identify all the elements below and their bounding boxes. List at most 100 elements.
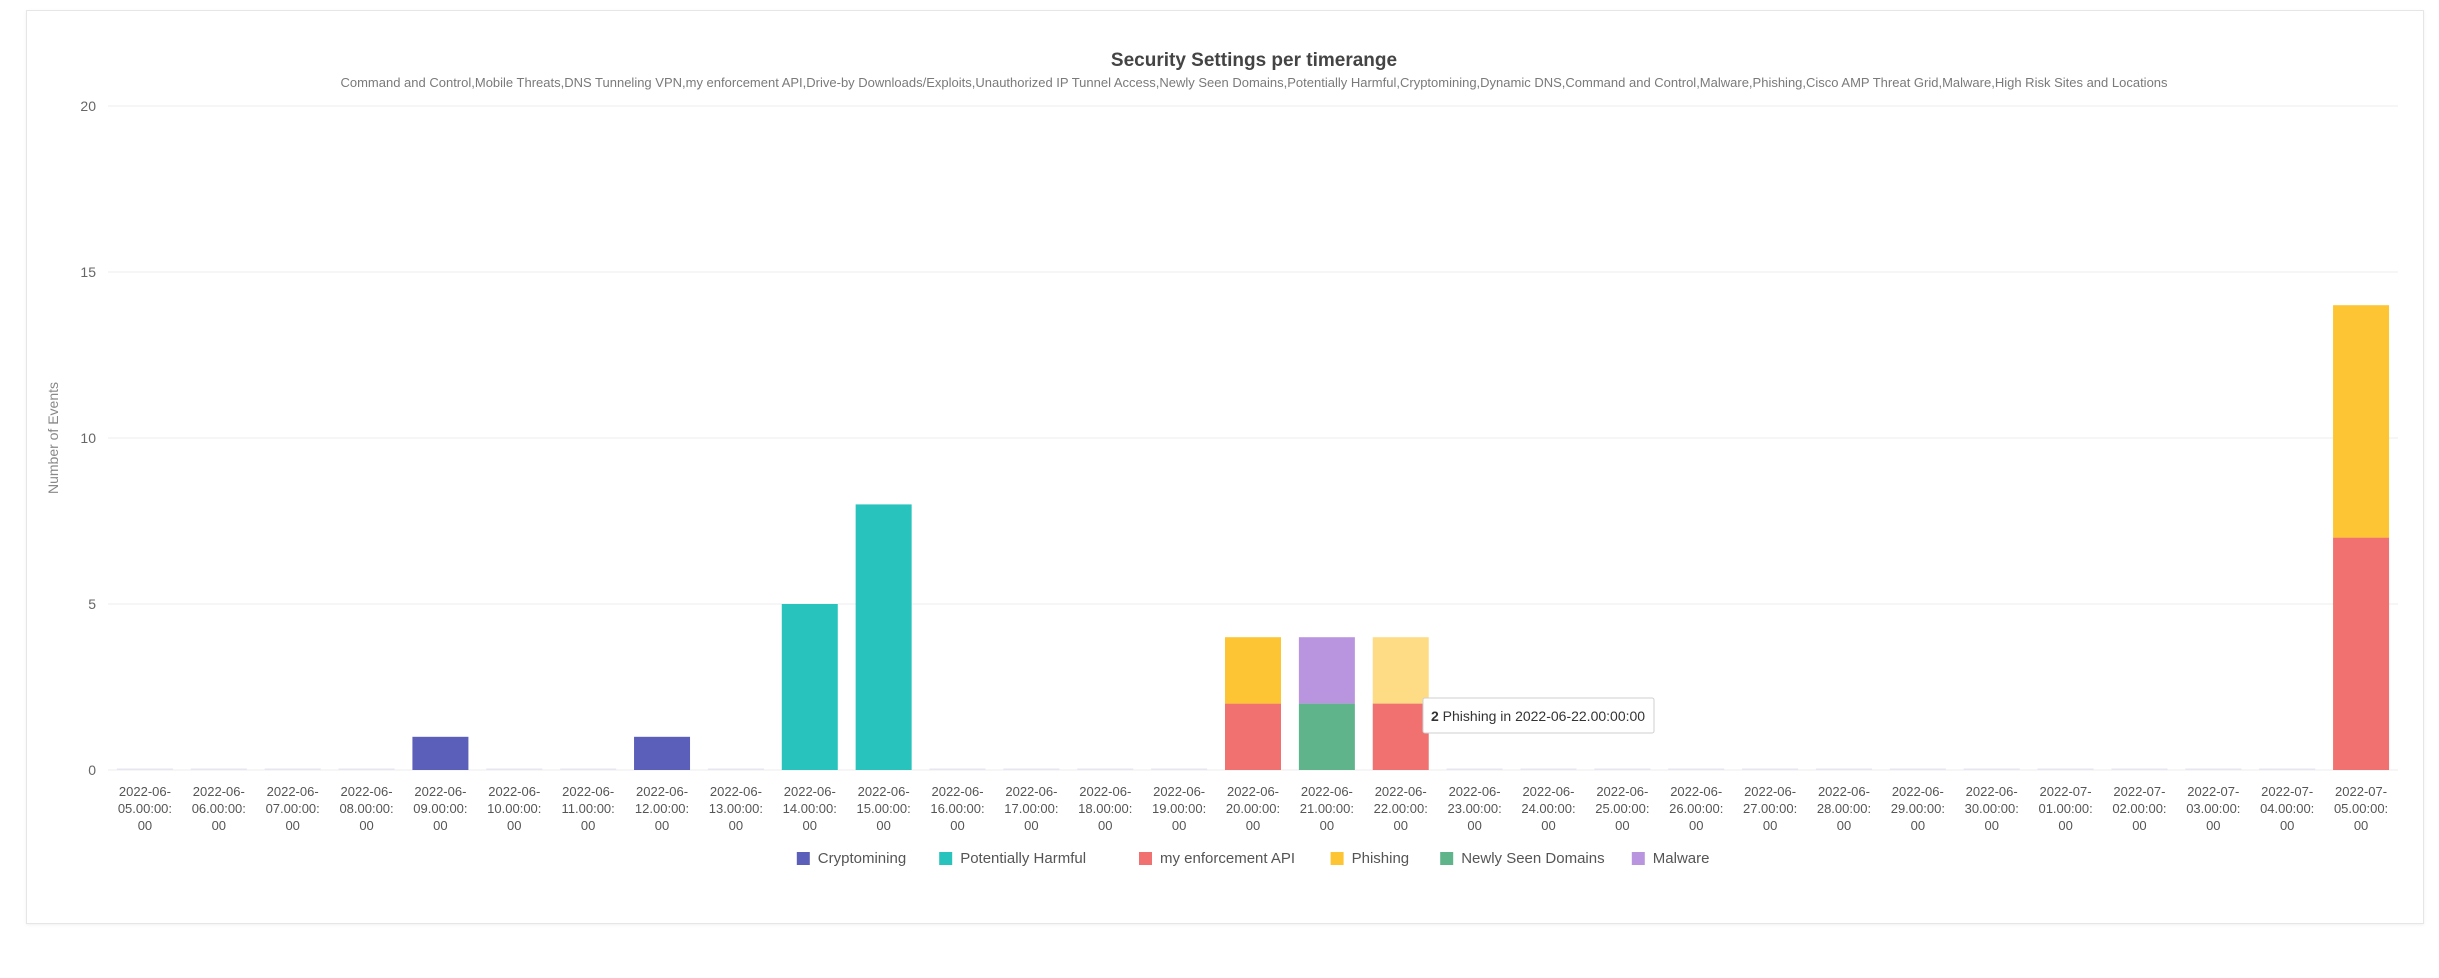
x-tick-label: 2022-06-18.00:00: 00 [1078, 784, 1132, 833]
x-tick-label: 2022-06-09.00:00: 00 [413, 784, 467, 833]
bar-segment[interactable] [855, 504, 912, 770]
bar-segment-empty [560, 768, 617, 770]
x-tick-label: 2022-06-07.00:00: 00 [266, 784, 320, 833]
legend-item[interactable]: Newly Seen Domains [1440, 850, 1605, 867]
legend-item[interactable]: my enforcement API [1139, 850, 1295, 867]
bar-segment-empty [1446, 768, 1503, 770]
x-tick-label: 2022-06-13.00:00: 00 [709, 784, 763, 833]
tooltip-value: 2 [1431, 708, 1439, 724]
legend-item[interactable]: Cryptomining [796, 850, 906, 867]
legend-swatch [1631, 852, 1645, 865]
tooltip-text: 2 Phishing in 2022-06-22.00:00:00 [1431, 708, 1645, 724]
bar-segment-empty [929, 768, 986, 770]
x-tick-label: 2022-06-06.00:00: 00 [192, 784, 246, 833]
bar-segment-empty [116, 768, 173, 770]
bar-segment[interactable] [1225, 637, 1281, 704]
legend-item[interactable]: Malware [1631, 850, 1710, 867]
x-tick-label: 2022-06-25.00:00: 00 [1595, 784, 1649, 833]
bar-segment[interactable] [1372, 637, 1429, 704]
legend-swatch [796, 852, 810, 865]
bar-segment-empty [486, 768, 543, 770]
y-axis-ticks: 0 5 10 15 20 [80, 98, 96, 778]
x-tick-label: 2022-06-30.00:00: 00 [1965, 784, 2019, 833]
legend: Cryptomining Potentially Harmful my enforc… [796, 850, 1710, 867]
bar-segment-empty [2037, 768, 2094, 770]
bar-segment-empty [2185, 768, 2242, 770]
x-tick-label: 2022-06-14.00:00: 00 [783, 784, 837, 833]
x-axis-ticks: 2022-06-05.00:00: 00 2022-06-06.00:00: 00 20… [118, 784, 2388, 833]
legend-swatch [1139, 852, 1152, 865]
x-tick-label: 2022-06-24.00:00: 00 [1521, 784, 1575, 833]
legend-label: Cryptomining [818, 850, 906, 867]
tooltip: 2 Phishing in 2022-06-22.00:00:00 [1422, 697, 1655, 734]
x-tick-label: 2022-06-20.00:00: 00 [1226, 784, 1280, 833]
bar-segment-empty [1889, 768, 1946, 770]
tooltip-box [1422, 697, 1655, 734]
bar-segment-empty [1742, 768, 1799, 770]
y-tick-label: 0 [88, 762, 96, 778]
bar-segment[interactable] [2333, 305, 2390, 538]
y-tick-label: 15 [80, 264, 96, 280]
bar-segment-empty [2259, 768, 2316, 770]
bar-segment-empty [264, 768, 321, 770]
tooltip-label: Phishing in 2022-06-22.00:00:00 [1439, 708, 1645, 724]
bar-segment[interactable] [1298, 637, 1355, 704]
bar-segment-empty [190, 768, 247, 770]
legend-swatch [939, 852, 953, 865]
y-tick-label: 10 [80, 430, 96, 446]
legend-label: Potentially Harmful [960, 850, 1086, 867]
legend-swatch [1330, 852, 1344, 865]
x-tick-label: 2022-06-08.00:00: 00 [339, 784, 393, 833]
bar-segment[interactable] [634, 736, 691, 770]
x-tick-label: 2022-07-05.00:00: 00 [2334, 784, 2388, 833]
bar-segment[interactable] [1225, 703, 1281, 770]
bar-segment-empty [707, 768, 764, 770]
x-tick-label: 2022-06-12.00:00: 00 [635, 784, 689, 833]
legend-item[interactable]: Phishing [1330, 850, 1410, 867]
bar-segment-empty [1520, 768, 1577, 770]
x-tick-label: 2022-06-26.00:00: 00 [1669, 784, 1723, 833]
x-tick-label: 2022-06-11.00:00: 00 [562, 784, 615, 833]
y-tick-label: 5 [88, 596, 96, 612]
bar-segment[interactable] [1372, 703, 1429, 770]
bar-segment-empty [1003, 768, 1060, 770]
legend-item[interactable]: Potentially Harmful [939, 850, 1086, 867]
x-tick-label: 2022-06-10.00:00: 00 [487, 784, 541, 833]
x-tick-label: 2022-06-29.00:00: 00 [1891, 784, 1945, 833]
x-tick-label: 2022-07-02.00:00: 00 [2112, 784, 2166, 833]
x-tick-label: 2022-06-22.00:00: 00 [1374, 784, 1428, 833]
x-tick-label: 2022-07-04.00:00: 00 [2260, 784, 2314, 833]
x-tick-label: 2022-06-05.00:00: 00 [118, 784, 172, 833]
bar-segment-empty [338, 768, 395, 770]
x-tick-label: 2022-06-16.00:00: 00 [930, 784, 984, 833]
x-tick-label: 2022-06-21.00:00: 00 [1300, 784, 1354, 833]
legend-swatch [1440, 852, 1454, 865]
chart-card [26, 10, 2424, 924]
bar-segment-empty [1963, 768, 2020, 770]
bar-segment[interactable] [781, 604, 838, 770]
bar-segment-empty [1077, 768, 1134, 770]
y-axis-label: Number of Events [45, 382, 61, 494]
bar-segment[interactable] [412, 736, 469, 770]
bar-segment-empty [1815, 768, 1872, 770]
y-tick-label: 20 [80, 98, 96, 114]
bar-segment[interactable] [1298, 703, 1355, 770]
bar-segment-empty [1668, 768, 1725, 770]
x-tick-label: 2022-06-15.00:00: 00 [857, 784, 911, 833]
legend-label: Malware [1653, 850, 1710, 867]
legend-label: my enforcement API [1160, 850, 1295, 867]
bar-segment-empty [1594, 768, 1651, 770]
bar-segment-empty [2111, 768, 2168, 770]
x-tick-label: 2022-06-17.00:00: 00 [1004, 784, 1058, 833]
x-tick-label: 2022-06-23.00:00: 00 [1448, 784, 1502, 833]
bar-segment[interactable] [2333, 537, 2390, 770]
legend-label: Phishing [1352, 850, 1410, 867]
legend-label: Newly Seen Domains [1461, 850, 1604, 867]
x-tick-label: 2022-06-28.00:00: 00 [1817, 784, 1871, 833]
bar-segment-empty [1151, 768, 1208, 770]
x-tick-label: 2022-07-01.00:00: 00 [2038, 784, 2092, 833]
bars [116, 305, 2390, 770]
x-tick-label: 2022-06-27.00:00: 00 [1743, 784, 1797, 833]
chart-title: Security Settings per timerange [1111, 50, 1397, 71]
